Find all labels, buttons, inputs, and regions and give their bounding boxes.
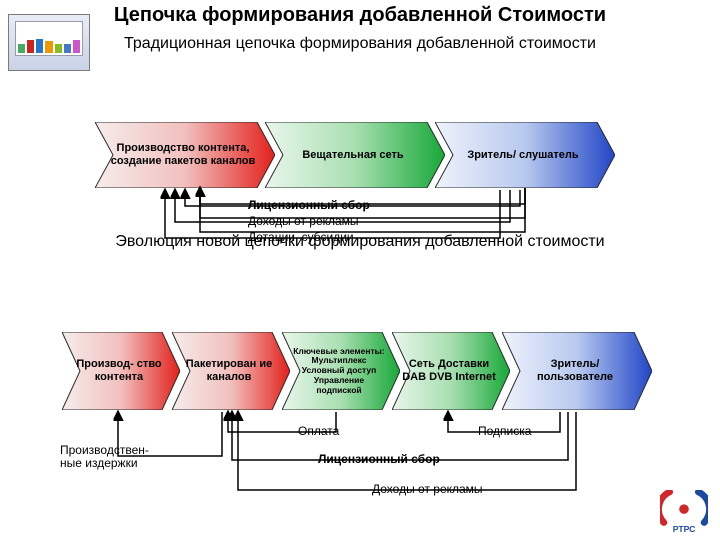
- logo-rtrs: РТРС: [660, 490, 708, 534]
- chain2-loops: [0, 4, 720, 544]
- logo-text: РТРС: [673, 524, 696, 534]
